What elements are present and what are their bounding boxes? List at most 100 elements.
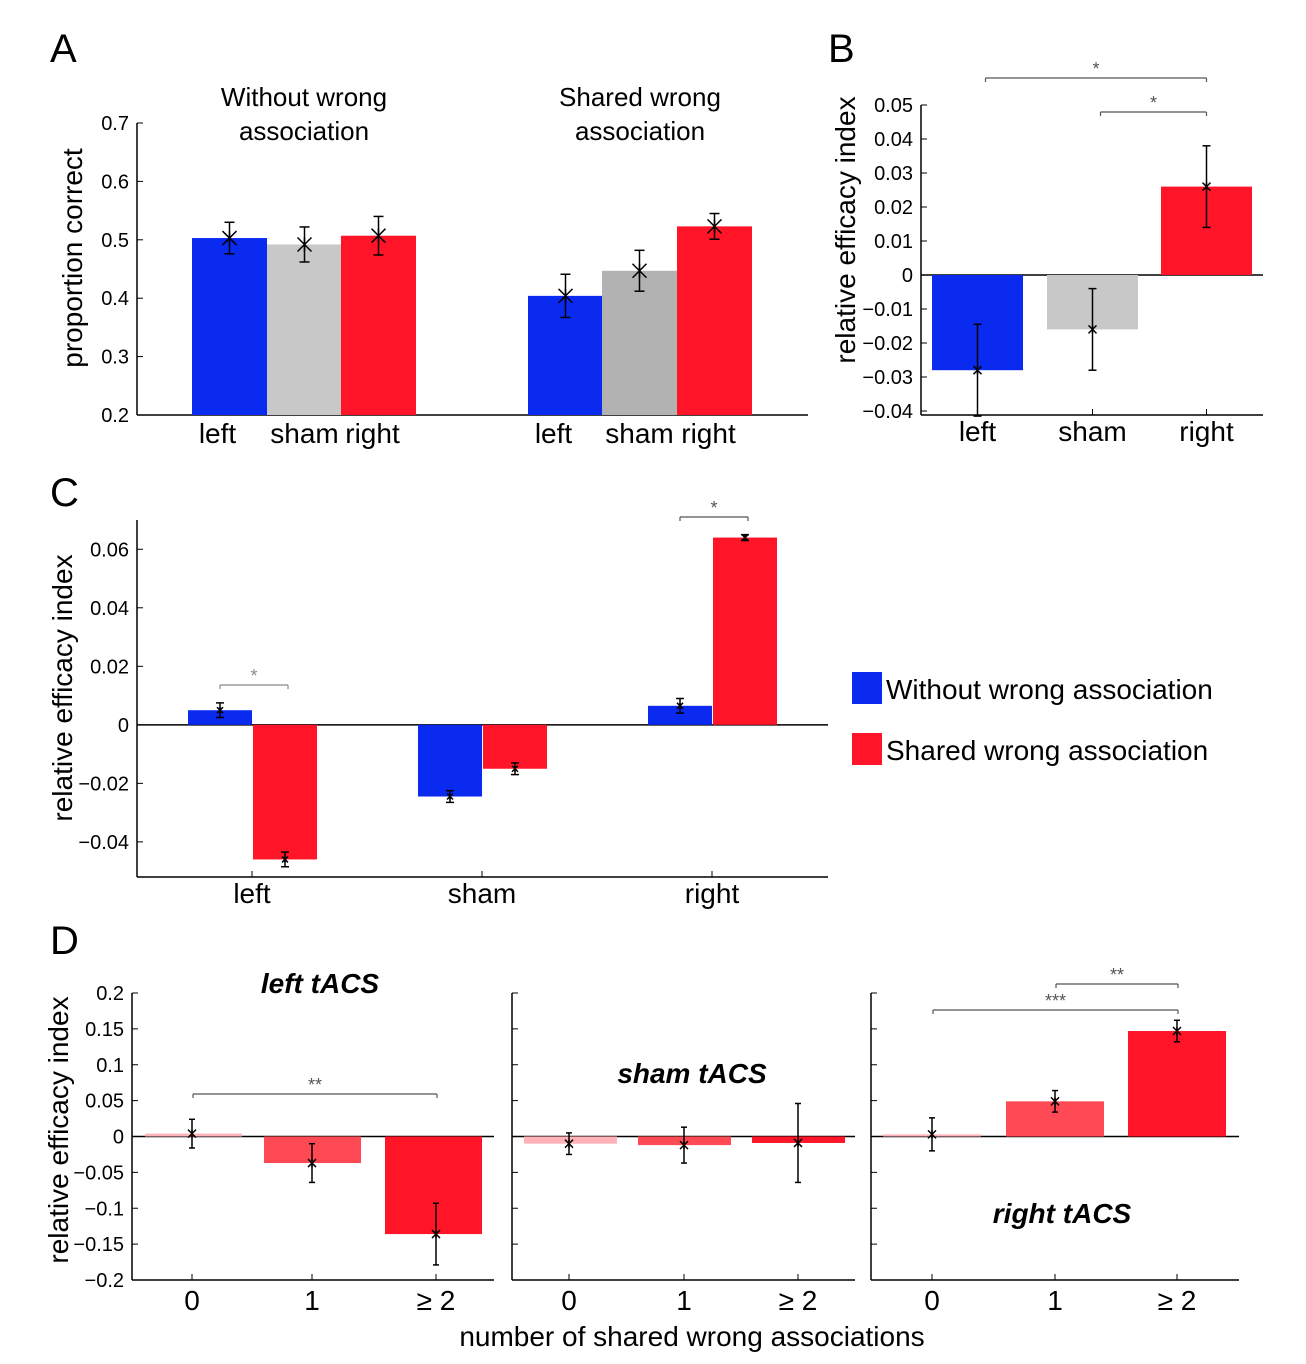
bar [524,1136,617,1144]
x-tick-label: left [233,878,271,909]
group-title: Shared wrong [559,82,721,112]
y-tick-label: −0.04 [862,401,913,423]
significance-label: ** [308,1075,322,1095]
y-tick-label: −0.1 [85,1198,124,1220]
bar [1128,1031,1226,1137]
y-axis-label: relative efficacy index [43,996,74,1263]
y-tick-label: 0.03 [874,163,913,185]
y-tick-label: −0.04 [78,832,129,854]
bar [418,724,482,797]
y-tick-label: 0.3 [101,347,129,369]
group-title: Without wrong [221,82,387,112]
x-tick-label: 0 [561,1285,577,1316]
x-tick-label: 1 [304,1285,320,1316]
y-axis-label: relative efficacy index [47,554,78,821]
y-tick-label: −0.05 [73,1162,124,1184]
x-tick-label: ≥ 2 [417,1285,456,1316]
y-tick-label: −0.01 [862,299,913,321]
subplot-title: sham tACS [617,1058,767,1089]
y-tick-label: 0.05 [874,95,913,117]
significance-label: * [1092,59,1099,79]
panel-letter: A [50,27,77,71]
bar [341,235,416,415]
bar [267,244,342,415]
y-tick-label: 0.02 [90,656,129,678]
y-tick-label: 0.04 [874,129,913,151]
subplot-title: right tACS [993,1198,1132,1229]
x-tick-label: sham [448,878,516,909]
y-tick-label: 0 [902,265,913,287]
x-tick-label: right [681,418,736,449]
y-tick-label: 0.01 [874,231,913,253]
x-tick-label: right [685,878,740,909]
y-tick-label: 0.6 [101,171,129,193]
y-tick-label: −0.02 [862,333,913,355]
bar [192,238,267,415]
x-tick-label: 0 [184,1285,200,1316]
y-tick-label: 0.05 [85,1091,124,1113]
x-tick-label: 1 [676,1285,692,1316]
group-title: association [575,116,705,146]
x-tick-label: left [199,418,237,449]
x-axis-label: number of shared wrong associations [459,1321,924,1352]
y-tick-label: 0 [113,1127,124,1149]
bar [602,270,677,415]
bar [385,1136,482,1235]
x-tick-label: 0 [924,1285,940,1316]
x-tick-label: right [345,418,400,449]
y-tick-label: 0.2 [101,405,129,427]
panel-letter: B [828,27,855,71]
y-tick-label: −0.03 [862,367,913,389]
significance-label: * [1150,93,1157,113]
y-axis-label: relative efficacy index [830,96,861,363]
bar [253,724,317,860]
legend-swatch [852,672,882,704]
panel-d: relative efficacy index number of shared … [43,996,925,1352]
y-tick-label: 0.5 [101,230,129,252]
significance-label: * [710,498,717,518]
x-tick-label: sham [1058,416,1126,447]
y-tick-label: 0 [118,715,129,737]
legend-label: Without wrong association [886,674,1213,705]
panel-letter: D [50,919,79,963]
y-tick-label: 0.04 [90,598,129,620]
y-tick-label: 0.06 [90,539,129,561]
y-tick-label: 0.1 [96,1055,124,1077]
x-tick-label: 1 [1047,1285,1063,1316]
y-tick-label: 0.15 [85,1019,124,1041]
x-tick-label: right [1179,416,1234,447]
y-tick-label: 0.02 [874,197,913,219]
x-tick-label: sham [270,418,338,449]
y-tick-label: −0.02 [78,773,129,795]
x-tick-label: ≥ 2 [1158,1285,1197,1316]
significance-label: ** [1110,965,1124,985]
legend: Without wrong association Shared wrong as… [852,672,1213,766]
bar [648,705,712,725]
legend-swatch [852,733,882,765]
x-tick-label: ≥ 2 [779,1285,818,1316]
bar [677,226,752,415]
significance-label: * [250,666,257,686]
y-tick-label: 0.4 [101,288,129,310]
panel-a: 0.2 0.3 0.4 0.5 0.6 0.7 proportion correct With… [57,82,808,449]
group-title: association [239,116,369,146]
bar [483,724,547,769]
y-tick-label: −0.2 [85,1270,124,1292]
subplot-left: 0.2 0.15 0.1 0.05 0 −0.05 −0.1 −0.15 −0.2 left tA… [73,968,494,1316]
bar [713,537,777,725]
y-tick-label: 0.2 [96,983,124,1005]
panel-letter: C [50,471,79,515]
panel-b: 0.05 0.04 0.03 0.02 0.01 0 −0.01 −0.02 −0.03 −0.0… [830,59,1263,447]
y-axis-label: proportion correct [57,148,88,368]
x-tick-label: left [535,418,573,449]
x-tick-label: sham [605,418,673,449]
significance-label: *** [1045,991,1066,1011]
subplot-title: left tACS [261,968,380,999]
subplot-sham: sham tACS 0 1 ≥ 2 [511,992,855,1316]
y-tick-label: −0.15 [73,1234,124,1256]
x-tick-label: left [959,416,997,447]
y-tick-label: 0.7 [101,113,129,135]
